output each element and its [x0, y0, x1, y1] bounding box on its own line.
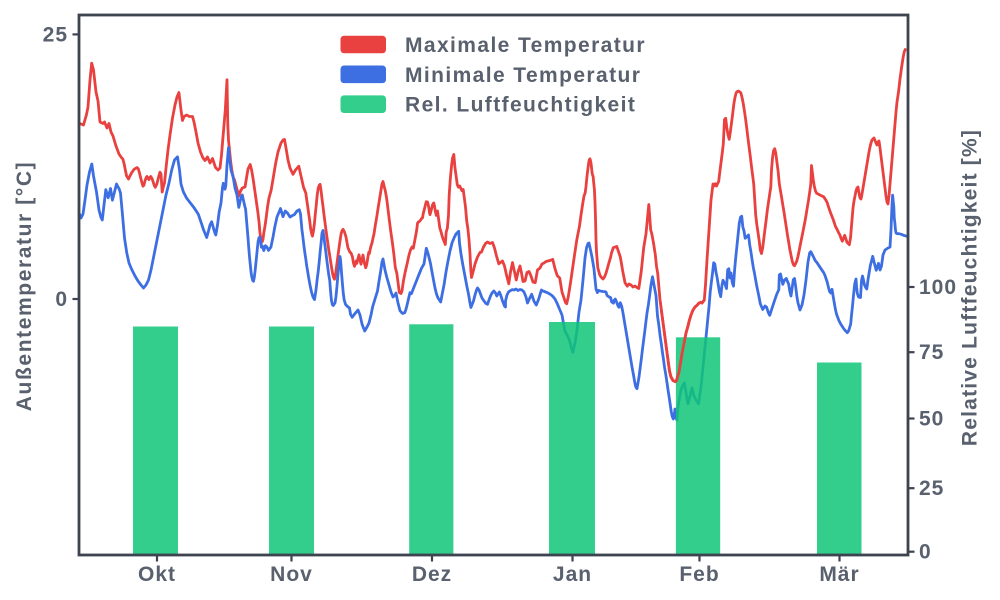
- svg-text:0: 0: [919, 541, 932, 564]
- svg-text:100: 100: [919, 276, 957, 299]
- svg-text:Dez: Dez: [412, 563, 452, 586]
- svg-text:Maximale Temperatur: Maximale Temperatur: [405, 34, 646, 57]
- svg-text:25: 25: [43, 23, 68, 46]
- svg-text:Okt: Okt: [138, 563, 176, 586]
- svg-text:Relative Luftfeuchtigkeit [%]: Relative Luftfeuchtigkeit [%]: [959, 129, 982, 446]
- svg-text:Mär: Mär: [819, 563, 859, 586]
- svg-text:50: 50: [919, 408, 944, 431]
- svg-text:Feb: Feb: [679, 563, 719, 586]
- svg-text:Außentemperatur [°C]: Außentemperatur [°C]: [13, 161, 36, 411]
- svg-text:25: 25: [919, 477, 944, 500]
- svg-text:0: 0: [55, 288, 68, 311]
- svg-text:Jan: Jan: [553, 563, 592, 586]
- svg-text:75: 75: [919, 341, 944, 364]
- svg-text:Nov: Nov: [270, 563, 313, 586]
- svg-text:Minimale Temperatur: Minimale Temperatur: [405, 64, 641, 87]
- svg-text:Rel. Luftfeuchtigkeit: Rel. Luftfeuchtigkeit: [405, 94, 636, 117]
